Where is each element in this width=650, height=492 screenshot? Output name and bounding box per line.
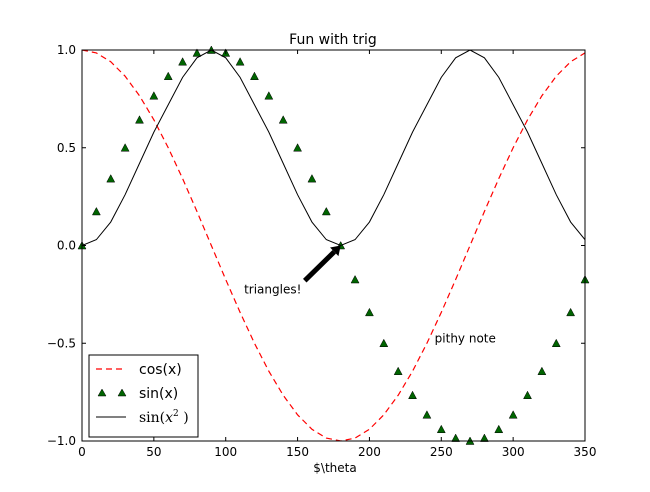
sin-marker <box>408 390 417 400</box>
sin-marker <box>508 410 518 419</box>
sin-marker <box>494 424 504 434</box>
sin-marker <box>566 307 576 317</box>
legend: cos(x) sin(x) sin(x2 ) <box>88 354 199 438</box>
sin-marker <box>422 410 432 419</box>
x-tick-label: 200 <box>358 445 381 459</box>
sin-marker <box>451 433 461 442</box>
sin-marker <box>537 366 547 375</box>
sin-marker <box>235 57 245 66</box>
sinsq-series-line <box>82 50 585 247</box>
sin-marker <box>321 206 331 216</box>
chart-title: Fun with trig <box>289 32 377 48</box>
legend-label-cos: cos(x) <box>139 362 182 378</box>
sin-marker <box>264 91 274 100</box>
sin-marker <box>278 115 288 124</box>
sin-marker <box>178 57 188 66</box>
sin-marker <box>91 206 101 216</box>
y-tick-label: 0.0 <box>57 239 76 253</box>
cos-series-line <box>82 50 585 441</box>
x-tick-label: 100 <box>214 445 237 459</box>
annotation-arrow-head <box>330 245 341 257</box>
sin-marker <box>523 390 532 400</box>
y-tick-label: −1.0 <box>47 434 76 448</box>
sin-marker <box>436 424 446 434</box>
legend-swatch-sin-marker-1 <box>97 388 107 397</box>
sin-marker <box>163 71 173 80</box>
annotation-triangles: triangles! <box>244 283 301 297</box>
sin-marker <box>293 143 302 152</box>
sin-marker <box>192 48 202 57</box>
x-tick-label: 50 <box>146 445 161 459</box>
x-axis-label: $\theta <box>313 461 356 475</box>
x-tick-label: 300 <box>502 445 525 459</box>
x-tick-label: 150 <box>286 445 309 459</box>
legend-label-sinsq: sin(x2 ) <box>139 409 189 426</box>
annotation-arrow-shaft <box>303 250 337 283</box>
sin-marker <box>479 433 489 442</box>
x-tick-label: 250 <box>430 445 453 459</box>
sin-marker <box>106 174 116 183</box>
legend-label-sin: sin(x) <box>139 386 178 402</box>
y-tick-label: 1.0 <box>57 43 76 57</box>
sin-marker <box>149 91 159 100</box>
legend-swatch-sin-marker-2 <box>117 388 127 397</box>
sin-marker <box>307 174 317 183</box>
annotation-pithy-note: pithy note <box>435 331 496 345</box>
y-tick-label: 0.5 <box>57 141 76 155</box>
sin-marker <box>350 274 360 284</box>
plot-area: 0 50 100 150 200 250 300 350 1.0 0.5 0.0 −0.5 −1.0 tr… <box>47 43 597 459</box>
sin-marker <box>250 71 259 80</box>
sin-marker <box>551 338 561 347</box>
sin-marker <box>120 143 130 152</box>
sin-marker <box>365 307 374 317</box>
y-tick-label: −0.5 <box>47 336 76 350</box>
sin-marker <box>379 338 389 347</box>
x-tick-label: 350 <box>574 445 597 459</box>
sin-marker <box>135 115 144 124</box>
x-tick-label: 0 <box>78 445 86 459</box>
sin-marker <box>393 366 403 375</box>
